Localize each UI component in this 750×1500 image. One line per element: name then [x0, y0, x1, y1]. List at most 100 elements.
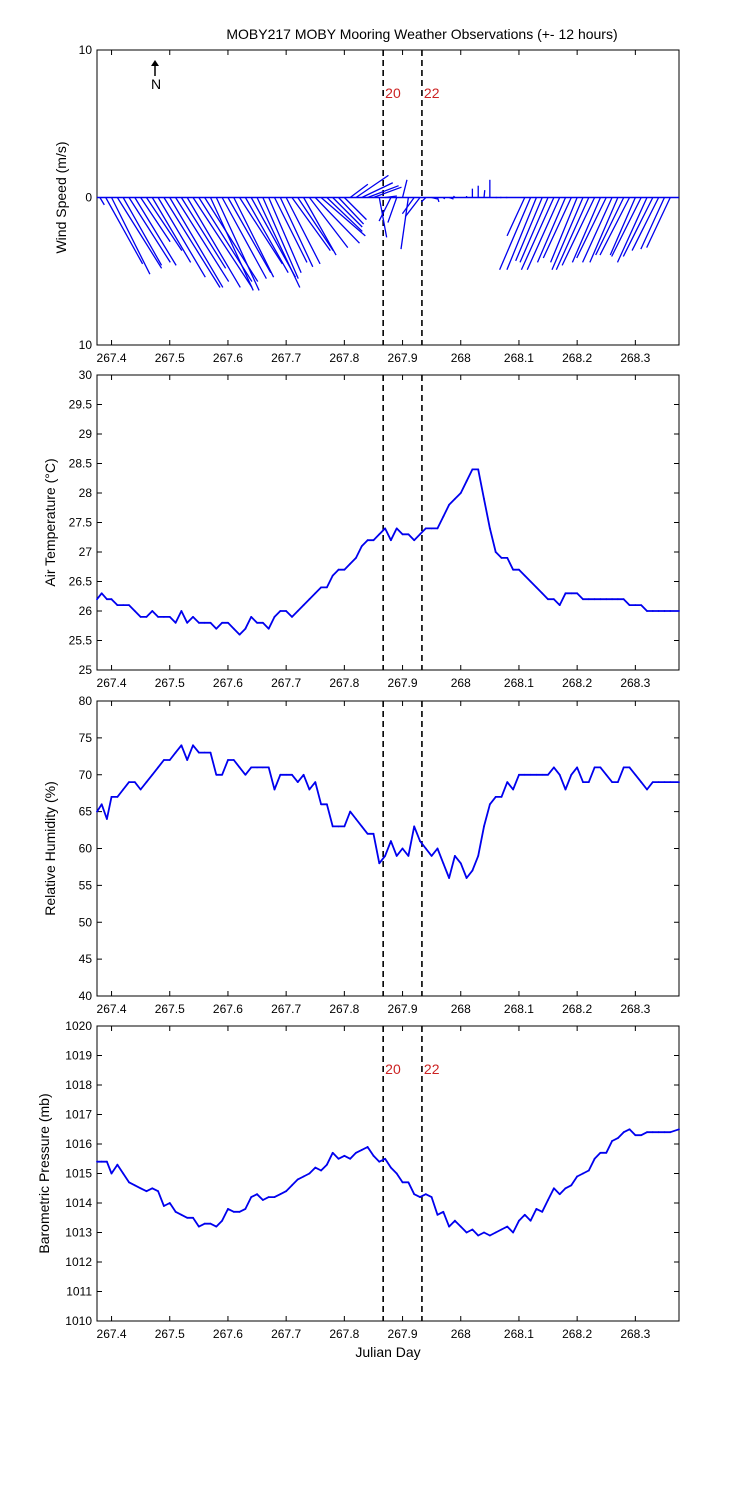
- data-point: [605, 773, 608, 776]
- wind-vector: [320, 197, 366, 237]
- x-tick-label: 268.1: [504, 676, 534, 690]
- y-tick-label: 1014: [65, 1196, 92, 1210]
- data-point: [384, 1157, 386, 1160]
- data-point: [454, 498, 456, 500]
- wind-vector: [314, 197, 360, 244]
- y-tick-label: 1011: [66, 1285, 92, 1299]
- wind-vector: [221, 197, 267, 279]
- data-point: [238, 1210, 241, 1213]
- data-point: [145, 1190, 148, 1193]
- data-point: [163, 1205, 165, 1207]
- data-point: [436, 1213, 439, 1216]
- data-point: [151, 610, 154, 612]
- data-point: [110, 1172, 113, 1175]
- data-point: [424, 847, 427, 850]
- x-tick-label: 267.5: [155, 676, 185, 690]
- data-point: [133, 781, 136, 784]
- data-point: [541, 1210, 544, 1213]
- data-point: [273, 616, 276, 618]
- wind-vector: [576, 197, 607, 259]
- data-point: [331, 825, 334, 828]
- x-tick-label: 267.9: [388, 1002, 418, 1016]
- data-point: [547, 598, 549, 601]
- data-point: [535, 586, 538, 589]
- data-point: [663, 781, 666, 784]
- data-point: [634, 773, 637, 776]
- data-point: [547, 1199, 549, 1201]
- wind-vector: [589, 197, 619, 263]
- data-point: [221, 1219, 224, 1222]
- data-point: [296, 610, 299, 612]
- data-point: [529, 773, 532, 776]
- data-point: [459, 862, 462, 865]
- data-point: [663, 610, 666, 612]
- y-tick-label: 1018: [65, 1078, 92, 1092]
- data-point: [186, 759, 189, 761]
- wind-vector: [448, 196, 454, 200]
- data-point: [657, 781, 660, 784]
- data-point: [122, 604, 125, 606]
- data-point: [552, 598, 555, 601]
- data-point: [640, 1134, 643, 1137]
- x-tick-label: 267.8: [329, 351, 359, 365]
- x-tick-label: 268.3: [620, 1327, 650, 1341]
- wind-vector: [536, 197, 567, 263]
- data-point: [465, 480, 468, 483]
- data-point: [96, 1160, 98, 1163]
- data-point: [227, 1208, 229, 1210]
- data-point: [227, 759, 229, 761]
- data-point: [651, 781, 654, 784]
- data-point: [100, 803, 103, 806]
- data-point: [669, 1131, 672, 1134]
- y-tick-label: 65: [79, 805, 93, 819]
- reference-line-label: 20: [385, 85, 401, 101]
- data-point: [605, 1151, 608, 1154]
- data-point: [128, 604, 130, 606]
- x-tick-label: 267.5: [155, 1002, 185, 1016]
- data-point: [139, 788, 142, 791]
- y-tick-label: 50: [79, 915, 93, 929]
- data-point: [634, 604, 637, 606]
- data-point: [587, 598, 590, 601]
- wind-vector: [506, 197, 538, 271]
- data-point: [320, 803, 322, 806]
- y-tick-label: 27.5: [69, 516, 93, 530]
- wind-vector: [401, 179, 408, 198]
- data-point: [488, 527, 491, 530]
- data-point: [523, 773, 526, 776]
- data-point: [163, 616, 165, 618]
- x-tick-label: 268: [451, 1002, 471, 1016]
- data-point: [168, 759, 171, 761]
- wind-vector: [526, 197, 561, 271]
- wind-vector: [646, 197, 671, 248]
- x-tick-label: 267.6: [213, 676, 243, 690]
- data-point: [180, 610, 183, 612]
- data-point: [576, 766, 579, 769]
- data-point: [244, 627, 247, 630]
- data-point: [349, 1157, 352, 1160]
- data-point: [337, 1157, 340, 1160]
- data-point: [232, 1210, 235, 1213]
- y-tick-label: 1015: [65, 1167, 92, 1181]
- data-point: [133, 610, 136, 612]
- wind-vector: [555, 197, 590, 271]
- wind-vector: [169, 197, 224, 288]
- data-point: [582, 598, 584, 601]
- wind-vector: [99, 197, 105, 206]
- data-point: [221, 773, 224, 776]
- data-point: [678, 610, 680, 612]
- x-tick-label: 267.4: [97, 1327, 127, 1341]
- y-tick-label: 1013: [65, 1226, 92, 1240]
- data-point: [564, 592, 567, 595]
- wind-vector: [515, 197, 543, 262]
- data-point: [587, 781, 590, 784]
- data-point: [628, 766, 631, 769]
- data-point: [186, 621, 189, 624]
- data-point: [302, 773, 305, 776]
- data-point: [506, 781, 509, 784]
- data-point: [139, 616, 142, 618]
- wind-vector: [192, 197, 253, 288]
- data-point: [413, 1193, 416, 1196]
- data-point: [337, 568, 340, 571]
- data-point: [401, 533, 404, 536]
